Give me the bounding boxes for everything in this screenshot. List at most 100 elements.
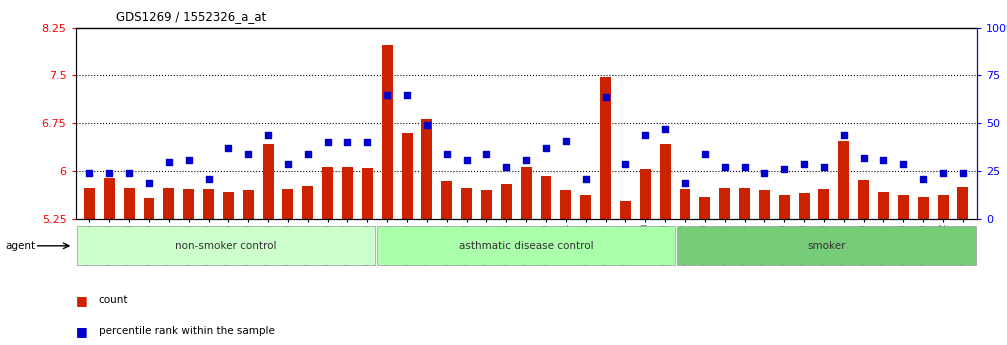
Bar: [302, 186, 313, 219]
Point: [617, 161, 633, 166]
Point: [458, 157, 474, 162]
Text: ■: ■: [76, 325, 88, 338]
Bar: [600, 77, 611, 219]
Bar: [878, 191, 889, 219]
Text: asthmatic disease control: asthmatic disease control: [459, 241, 593, 251]
Bar: [500, 184, 512, 219]
Point: [241, 151, 257, 157]
Point: [776, 167, 793, 172]
Bar: [481, 190, 491, 219]
Text: smoker: smoker: [808, 241, 846, 251]
Bar: [541, 176, 552, 219]
Bar: [639, 169, 651, 219]
Bar: [422, 119, 432, 219]
Bar: [382, 46, 393, 219]
Point: [796, 161, 812, 166]
Bar: [263, 145, 274, 219]
Bar: [858, 179, 869, 219]
Text: non-smoker control: non-smoker control: [175, 241, 277, 251]
Bar: [719, 188, 730, 219]
Point: [955, 170, 971, 176]
Bar: [819, 189, 830, 219]
Bar: [778, 195, 789, 219]
Bar: [144, 198, 154, 219]
Point: [161, 159, 177, 165]
Point: [717, 165, 733, 170]
Bar: [917, 197, 928, 219]
Point: [934, 170, 951, 176]
Bar: [104, 178, 115, 219]
Bar: [660, 144, 671, 219]
Bar: [441, 181, 452, 219]
Point: [558, 138, 574, 143]
Bar: [84, 188, 95, 219]
Bar: [620, 201, 630, 219]
Point: [180, 157, 196, 162]
Bar: [402, 133, 413, 219]
FancyBboxPatch shape: [678, 226, 976, 265]
Bar: [739, 188, 750, 219]
Bar: [223, 191, 234, 219]
Point: [319, 140, 335, 145]
Bar: [838, 141, 849, 219]
Bar: [561, 190, 571, 219]
Bar: [183, 189, 194, 219]
Bar: [759, 190, 769, 219]
Bar: [342, 167, 352, 219]
Bar: [362, 168, 373, 219]
Point: [359, 140, 376, 145]
Point: [121, 170, 137, 176]
Point: [677, 180, 693, 186]
FancyBboxPatch shape: [77, 226, 375, 265]
Text: ■: ■: [76, 294, 88, 307]
Bar: [243, 190, 254, 219]
Bar: [938, 195, 949, 219]
Point: [102, 170, 118, 176]
Point: [498, 165, 515, 170]
Point: [200, 176, 217, 181]
Text: count: count: [99, 295, 128, 305]
Point: [856, 155, 872, 160]
Bar: [958, 187, 969, 219]
Bar: [283, 189, 293, 219]
Text: GDS1269 / 1552326_a_at: GDS1269 / 1552326_a_at: [116, 10, 266, 23]
Point: [875, 157, 891, 162]
Point: [280, 161, 296, 166]
Bar: [163, 188, 174, 219]
Bar: [700, 197, 710, 219]
Text: percentile rank within the sample: percentile rank within the sample: [99, 326, 275, 336]
Point: [478, 151, 494, 157]
Point: [339, 140, 355, 145]
Point: [915, 176, 931, 181]
Point: [419, 122, 435, 128]
FancyBboxPatch shape: [377, 226, 676, 265]
Text: agent: agent: [5, 241, 35, 251]
Point: [637, 132, 654, 138]
Point: [578, 176, 594, 181]
Bar: [461, 188, 472, 219]
Point: [756, 170, 772, 176]
Bar: [521, 167, 532, 219]
Point: [518, 157, 534, 162]
Bar: [322, 167, 333, 219]
Point: [836, 132, 852, 138]
Point: [657, 126, 673, 132]
Point: [380, 92, 396, 97]
Point: [597, 94, 613, 99]
Bar: [580, 196, 591, 219]
Point: [221, 146, 237, 151]
Point: [697, 151, 713, 157]
Point: [895, 161, 911, 166]
Point: [399, 92, 415, 97]
Point: [82, 170, 98, 176]
Bar: [680, 189, 691, 219]
Point: [538, 146, 554, 151]
Bar: [124, 188, 135, 219]
Point: [300, 151, 316, 157]
Point: [260, 132, 276, 138]
Bar: [799, 193, 810, 219]
Point: [816, 165, 832, 170]
Point: [736, 165, 752, 170]
Point: [141, 180, 157, 186]
Bar: [203, 189, 214, 219]
